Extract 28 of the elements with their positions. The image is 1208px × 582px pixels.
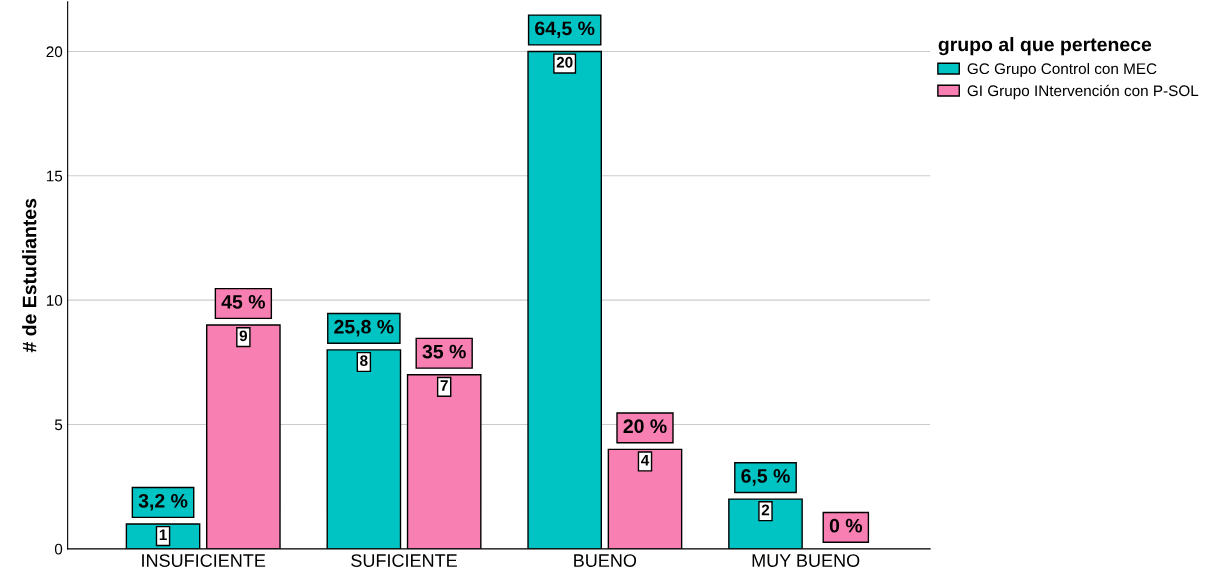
legend-label: GC Grupo Control con MEC [967,62,1157,78]
annotation: 25,8 % [334,319,394,337]
y-axis-title: # de Estudiantes [22,198,37,353]
y-tick-label: 15 [46,170,63,182]
y-tick-label: 10 [46,295,63,306]
data-label: 1 [159,529,167,540]
data-label: 4 [640,454,650,466]
annotation: 64,5 % [535,21,595,39]
annotation: 20 % [623,419,667,434]
data-label: 20 [556,56,573,68]
x-tick-label: BUENO [574,554,637,567]
y-tick-label: 20 [46,46,63,58]
annotation: 45 % [221,295,266,309]
data-label: 8 [360,355,368,367]
legend-title: grupo al que pertenece [938,37,1152,56]
annotation: 0 % [829,518,863,533]
data-label: 2 [761,504,770,516]
legend-label: GI Grupo INtervención con P-SOL [967,84,1199,100]
annotation: 35 % [422,344,466,359]
annotation: 3,2 % [138,493,188,511]
data-label: 7 [440,380,448,391]
x-tick-label: MUY BUENO [752,554,860,567]
y-tick-label: 5 [54,419,63,431]
data-label: 9 [239,330,248,342]
y-tick-label: 0 [54,543,63,555]
annotation: 6,5 % [741,469,790,486]
x-tick-label: INSUFICIENTE [142,554,266,567]
x-tick-label: SUFICIENTE [351,554,457,567]
